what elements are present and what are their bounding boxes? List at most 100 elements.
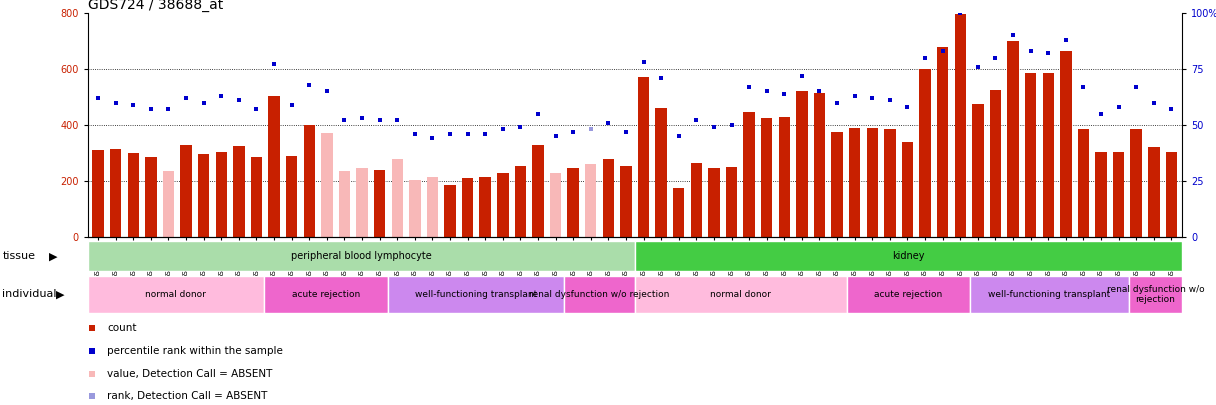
Point (176, 95, 196, 101)
Point (916, 55, 935, 61)
Bar (550, 173, 562, 237)
Bar (846, 276, 970, 313)
Point (986, 55, 1006, 61)
Bar (635, 241, 1182, 271)
Point (1003, 32, 1023, 38)
Point (1144, 99, 1164, 106)
Point (1021, 48, 1041, 54)
Point (1126, 83, 1145, 90)
Bar (1148, 147, 1160, 237)
Point (687, 117, 706, 124)
Point (247, 106, 266, 113)
Bar (585, 164, 597, 237)
Point (775, 90, 794, 97)
Point (1057, 36, 1076, 43)
Point (475, 131, 495, 137)
Point (1038, 50, 1058, 57)
Point (106, 99, 125, 106)
Point (739, 83, 759, 90)
Text: normal donor: normal donor (146, 290, 207, 299)
Bar (392, 158, 402, 237)
Bar (339, 171, 350, 237)
Bar (919, 69, 930, 237)
Point (1109, 104, 1128, 110)
Point (951, 10, 970, 16)
Bar (427, 177, 438, 237)
Bar (972, 104, 984, 237)
Point (212, 93, 231, 99)
Bar (884, 129, 896, 237)
Point (83, 325, 102, 332)
Bar (1128, 276, 1182, 313)
Text: individual: individual (2, 290, 57, 299)
Text: peripheral blood lymphocyte: peripheral blood lymphocyte (291, 251, 432, 261)
Bar (1077, 129, 1090, 237)
Text: renal dysfunction w/o rejection: renal dysfunction w/o rejection (529, 290, 670, 299)
Point (193, 99, 213, 106)
Bar (145, 157, 157, 237)
Bar (778, 117, 790, 237)
Bar (269, 96, 280, 237)
Bar (388, 276, 564, 313)
Point (862, 95, 882, 101)
Point (581, 126, 601, 133)
Point (598, 119, 618, 126)
Bar (514, 166, 527, 237)
Bar (708, 168, 720, 237)
Bar (1025, 73, 1036, 237)
Point (933, 48, 952, 54)
Bar (1131, 129, 1142, 237)
Text: acute rejection: acute rejection (292, 290, 360, 299)
Point (388, 117, 407, 124)
Point (405, 131, 424, 137)
Point (370, 117, 389, 124)
Text: percentile rank within the sample: percentile rank within the sample (107, 346, 283, 356)
Text: tissue: tissue (2, 251, 35, 261)
Text: renal dysfunction w/o
rejection: renal dysfunction w/o rejection (1107, 285, 1204, 304)
Bar (938, 47, 948, 237)
Bar (88, 276, 264, 313)
Point (264, 61, 283, 68)
Bar (1096, 151, 1107, 237)
Point (440, 131, 460, 137)
Text: well-functioning transplant: well-functioning transplant (989, 290, 1110, 299)
Bar (568, 168, 579, 237)
Point (968, 64, 987, 70)
Bar (796, 92, 807, 237)
Bar (321, 133, 332, 237)
Bar (726, 167, 737, 237)
Bar (409, 179, 421, 237)
Bar (635, 276, 846, 313)
Bar (1166, 151, 1177, 237)
Bar (479, 177, 491, 237)
Point (897, 104, 917, 110)
Bar (180, 145, 192, 237)
Bar (286, 156, 298, 237)
Bar (250, 157, 263, 237)
Bar (128, 153, 139, 237)
Point (83, 371, 102, 377)
Point (282, 102, 302, 108)
Bar (264, 276, 388, 313)
Point (83, 393, 102, 399)
Bar (373, 170, 385, 237)
Bar (655, 108, 666, 237)
Text: value, Detection Call = ABSENT: value, Detection Call = ABSENT (107, 369, 272, 379)
Bar (620, 166, 631, 237)
Bar (564, 276, 635, 313)
Point (810, 88, 829, 95)
Bar (92, 150, 103, 237)
Point (83, 348, 102, 354)
Bar (1060, 51, 1071, 237)
Bar (672, 188, 685, 237)
Point (423, 135, 443, 142)
Bar (814, 93, 826, 237)
Point (704, 124, 724, 130)
Bar (638, 77, 649, 237)
Point (758, 88, 777, 95)
Bar (902, 142, 913, 237)
Bar (955, 14, 966, 237)
Point (845, 93, 865, 99)
Point (124, 102, 143, 108)
Bar (970, 276, 1128, 313)
